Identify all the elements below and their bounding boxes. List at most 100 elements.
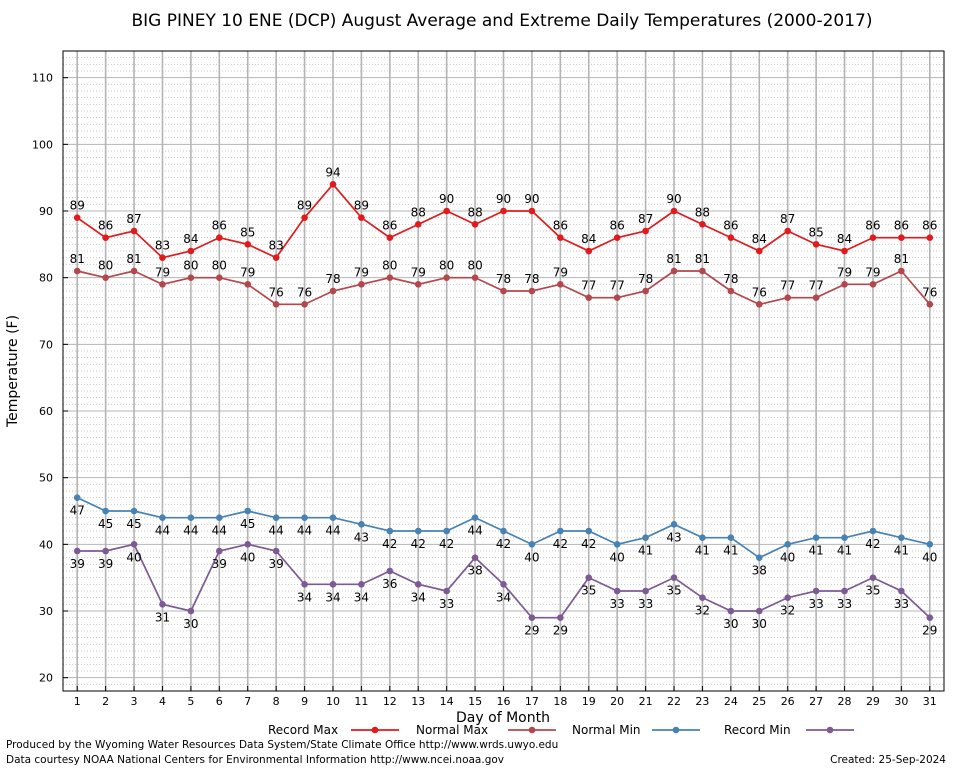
- normal-min-point: [841, 534, 848, 541]
- record-min-data-label: 35: [865, 584, 880, 598]
- legend-label-record-min: Record Min: [724, 723, 791, 737]
- normal-min-point: [73, 494, 81, 501]
- record-max-data-label: 87: [638, 212, 653, 226]
- normal-min-data-label: 41: [695, 544, 710, 558]
- record-max-point: [471, 221, 479, 228]
- legend-marker-record-max: [371, 726, 379, 734]
- x-tick-label: 2: [102, 695, 109, 708]
- y-tick-label: 50: [39, 472, 53, 485]
- normal-min-data-label: 40: [610, 550, 625, 564]
- normal-max-data-label: 79: [411, 265, 426, 279]
- normal-min-data-label: 44: [325, 524, 340, 538]
- normal-min-point: [301, 514, 308, 521]
- record-min-data-label: 32: [695, 604, 710, 618]
- record-max-data-label: 89: [354, 199, 369, 213]
- record-min-data-label: 31: [155, 610, 170, 624]
- normal-min-point: [216, 514, 223, 521]
- normal-min-point: [642, 534, 649, 541]
- record-min-point: [557, 614, 564, 621]
- normal-min-point: [159, 514, 166, 521]
- record-min-point: [528, 614, 536, 621]
- normal-min-data-label: 41: [837, 544, 852, 558]
- normal-min-point: [443, 527, 450, 535]
- record-max-point: [130, 227, 138, 235]
- record-max-point: [272, 254, 280, 261]
- normal-min-point: [471, 514, 479, 521]
- record-max-data-label: 85: [808, 225, 823, 239]
- footer-created-date: Created: 25-Sep-2024: [830, 754, 946, 766]
- record-max-point: [528, 207, 536, 215]
- x-tick-label: 4: [159, 695, 166, 708]
- record-max-data-label: 86: [212, 219, 227, 233]
- normal-min-point: [102, 507, 109, 515]
- record-max-data-label: 90: [496, 192, 511, 206]
- record-min-point: [585, 574, 593, 581]
- record-max-point: [926, 234, 934, 241]
- normal-max-point: [670, 267, 678, 275]
- record-max-point: [869, 234, 877, 241]
- normal-max-data-label: 79: [553, 265, 568, 279]
- footer-credit-line1: Produced by the Wyoming Water Resources …: [6, 739, 558, 751]
- normal-max-point: [329, 287, 337, 295]
- normal-max-point: [159, 281, 166, 288]
- normal-min-point: [557, 527, 564, 535]
- normal-max-data-label: 77: [780, 279, 795, 293]
- x-tick-label: 1: [74, 695, 81, 708]
- x-tick-label: 27: [809, 695, 823, 708]
- normal-max-point: [812, 294, 820, 301]
- legend-label-record-max: Record Max: [268, 723, 338, 737]
- normal-max-point: [699, 267, 706, 275]
- record-max-data-label: 88: [411, 205, 426, 219]
- y-tick-label: 100: [32, 138, 53, 151]
- normal-min-data-label: 42: [581, 537, 596, 551]
- normal-min-point: [358, 521, 365, 528]
- record-min-point: [329, 581, 337, 588]
- record-min-point: [784, 594, 791, 601]
- normal-max-point: [784, 294, 791, 301]
- normal-min-point: [585, 527, 593, 535]
- normal-min-data-label: 40: [922, 550, 937, 564]
- record-min-point: [500, 581, 507, 588]
- record-min-point: [841, 587, 848, 595]
- record-max-data-label: 89: [297, 199, 312, 213]
- y-tick-label: 30: [39, 605, 53, 618]
- record-min-point: [130, 541, 138, 548]
- record-min-data-label: 33: [638, 597, 653, 611]
- x-tick-label: 15: [468, 695, 482, 708]
- y-tick-label: 80: [39, 272, 53, 285]
- normal-max-point: [130, 267, 138, 275]
- normal-max-data-label: 81: [695, 252, 710, 266]
- normal-min-data-label: 42: [411, 537, 426, 551]
- normal-max-point: [414, 281, 422, 288]
- normal-min-point: [386, 527, 394, 535]
- normal-max-data-label: 79: [837, 265, 852, 279]
- x-tick-label: 21: [639, 695, 653, 708]
- record-max-data-label: 84: [837, 232, 852, 246]
- x-tick-label: 16: [497, 695, 511, 708]
- record-min-data-label: 32: [780, 604, 795, 618]
- x-tick-label: 20: [610, 695, 624, 708]
- legend: Record Max Normal Max Normal Min Record Min: [268, 723, 854, 737]
- record-min-data-label: 30: [183, 617, 198, 631]
- normal-max-data-label: 78: [496, 272, 511, 286]
- record-min-data-label: 35: [666, 584, 681, 598]
- record-max-point: [301, 214, 308, 221]
- normal-max-point: [471, 274, 479, 281]
- normal-max-point: [727, 287, 735, 295]
- y-tick-label: 110: [32, 72, 53, 85]
- normal-max-data-label: 76: [752, 285, 767, 299]
- normal-max-data-label: 78: [325, 272, 340, 286]
- normal-max-point: [755, 301, 763, 308]
- chart-title: BIG PINEY 10 ENE (DCP) August Average an…: [131, 11, 872, 31]
- normal-min-data-label: 45: [126, 517, 141, 531]
- record-min-point: [301, 581, 308, 588]
- normal-min-point: [926, 541, 934, 548]
- normal-max-data-label: 76: [297, 285, 312, 299]
- record-max-data-label: 86: [723, 219, 738, 233]
- normal-max-data-label: 81: [894, 252, 909, 266]
- normal-max-point: [301, 301, 308, 308]
- record-max-point: [727, 234, 735, 241]
- record-min-point: [272, 547, 280, 555]
- footer-credit-line2: Data courtesy NOAA National Centers for …: [6, 754, 504, 766]
